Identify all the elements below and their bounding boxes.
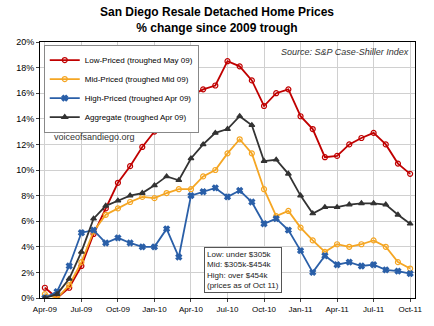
svg-text:Source: S&P Case-Shiller Index: Source: S&P Case-Shiller Index [281, 47, 409, 57]
svg-text:voiceofsandiego.org: voiceofsandiego.org [54, 132, 135, 142]
svg-text:San Diego Resale Detached Home: San Diego Resale Detached Home Prices% c… [100, 5, 334, 35]
svg-text:Mid-Priced (troughed Mid 09): Mid-Priced (troughed Mid 09) [85, 75, 189, 84]
svg-text:Jul-09: Jul-09 [71, 305, 93, 314]
svg-text:4%: 4% [21, 242, 34, 252]
svg-text:20%: 20% [16, 37, 34, 47]
svg-text:Low: under $305kMid: $305k-$45: Low: under $305kMid: $305k-$454kHigh: ov… [207, 250, 279, 290]
svg-text:Apr-11: Apr-11 [325, 305, 349, 314]
svg-text:Jan-11: Jan-11 [289, 305, 313, 314]
svg-text:10%: 10% [16, 165, 34, 175]
svg-text:6%: 6% [21, 216, 34, 226]
svg-text:16%: 16% [16, 88, 34, 98]
svg-text:Apr-09: Apr-09 [33, 305, 58, 314]
svg-text:0%: 0% [21, 293, 34, 303]
svg-text:Oct-11: Oct-11 [398, 305, 422, 314]
svg-text:Low-Priced (troughed May 09): Low-Priced (troughed May 09) [85, 56, 193, 65]
svg-text:Aggregate (troughed Apr 09): Aggregate (troughed Apr 09) [85, 113, 187, 122]
svg-text:12%: 12% [16, 140, 34, 150]
svg-text:2%: 2% [21, 268, 34, 278]
svg-text:8%: 8% [21, 191, 34, 201]
svg-text:Jul-11: Jul-11 [363, 305, 385, 314]
svg-text:Oct-10: Oct-10 [252, 305, 277, 314]
svg-text:18%: 18% [16, 63, 34, 73]
svg-text:Apr-10: Apr-10 [179, 305, 204, 314]
svg-text:Jul-10: Jul-10 [217, 305, 239, 314]
svg-text:Oct-09: Oct-09 [106, 305, 131, 314]
svg-text:High-Priced (troughed Apr 09): High-Priced (troughed Apr 09) [85, 94, 192, 103]
svg-text:Jan-10: Jan-10 [142, 305, 167, 314]
svg-text:14%: 14% [16, 114, 34, 124]
